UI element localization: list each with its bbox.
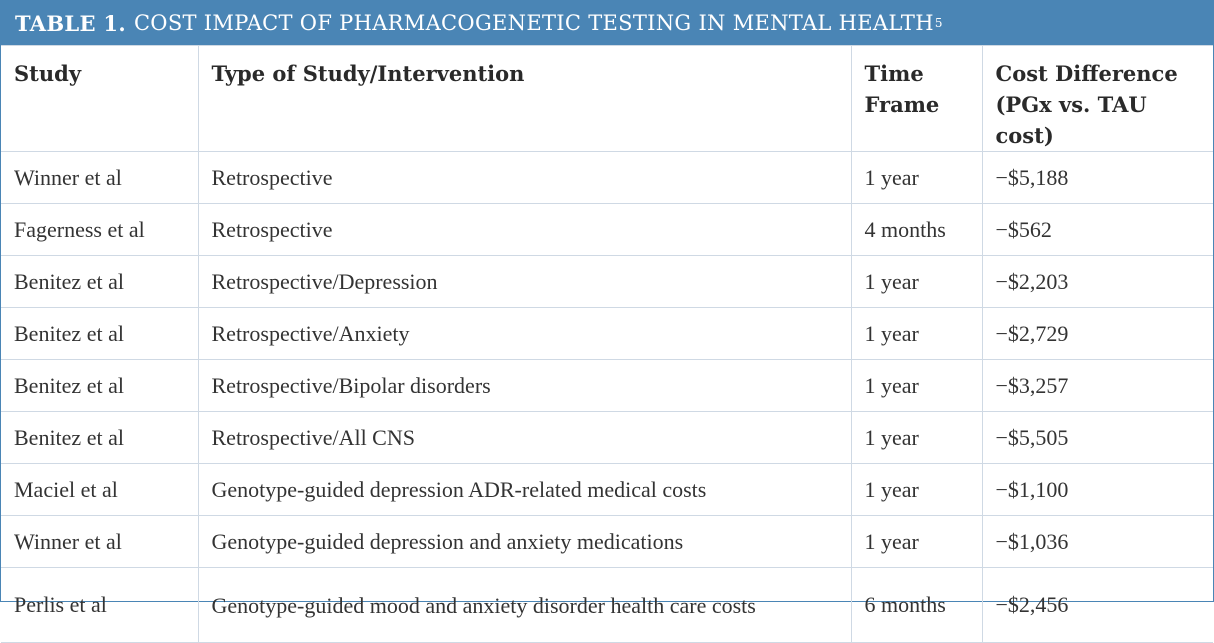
cell-cost: −$2,203 <box>981 255 1213 308</box>
cell-type: Genotype-guided mood and anxiety disorde… <box>197 567 852 643</box>
table-row: Perlis et al Genotype-guided mood and an… <box>1 567 1213 643</box>
table-row: Benitez et al Retrospective/Depression 1… <box>1 255 1213 308</box>
cell-cost: −$5,188 <box>981 151 1213 204</box>
cell-type: Retrospective/Depression <box>197 255 852 308</box>
cell-cost: −$3,257 <box>981 359 1213 412</box>
cell-study: Fagerness et al <box>1 203 199 256</box>
table-row: Maciel et al Genotype-guided depression … <box>1 463 1213 516</box>
cell-cost: −$5,505 <box>981 411 1213 464</box>
cell-study: Benitez et al <box>1 307 199 360</box>
cell-type: Retrospective/All CNS <box>197 411 852 464</box>
table-row: Winner et al Retrospective 1 year −$5,18… <box>1 151 1213 204</box>
table-title-bar: TABLE 1. COST IMPACT OF PHARMACOGENETIC … <box>1 1 1213 45</box>
cell-type: Retrospective <box>197 203 852 256</box>
title-footnote: 5 <box>934 16 943 30</box>
table-number: TABLE 1. <box>15 10 126 36</box>
table-row: Benitez et al Retrospective/Anxiety 1 ye… <box>1 307 1213 360</box>
cell-time: 1 year <box>850 411 983 464</box>
cell-study: Benitez et al <box>1 411 199 464</box>
cell-cost: −$1,036 <box>981 515 1213 568</box>
cell-cost: −$2,729 <box>981 307 1213 360</box>
cost-impact-table: Study Type of Study/Intervention Time Fr… <box>1 45 1213 643</box>
header-study: Study <box>1 45 199 152</box>
cell-type: Retrospective/Anxiety <box>197 307 852 360</box>
cell-time: 1 year <box>850 307 983 360</box>
header-time-frame: Time Frame <box>850 45 983 152</box>
table-row: Fagerness et al Retrospective 4 months −… <box>1 203 1213 256</box>
cell-time: 6 months <box>850 567 983 643</box>
cell-study: Perlis et al <box>1 567 199 643</box>
header-type: Type of Study/Intervention <box>197 45 852 152</box>
cell-study: Maciel et al <box>1 463 199 516</box>
table-title: COST IMPACT OF PHARMACOGENETIC TESTING I… <box>133 11 934 35</box>
table-row: Benitez et al Retrospective/All CNS 1 ye… <box>1 411 1213 464</box>
table-row: Benitez et al Retrospective/Bipolar diso… <box>1 359 1213 412</box>
cell-study: Benitez et al <box>1 359 199 412</box>
cell-time: 1 year <box>850 359 983 412</box>
cell-time: 1 year <box>850 463 983 516</box>
cell-type: Retrospective <box>197 151 852 204</box>
cell-type: Genotype-guided depression and anxiety m… <box>197 515 852 568</box>
table-row: Winner et al Genotype-guided depression … <box>1 515 1213 568</box>
cell-study: Winner et al <box>1 151 199 204</box>
cell-study: Winner et al <box>1 515 199 568</box>
cell-time: 1 year <box>850 151 983 204</box>
cell-cost: −$1,100 <box>981 463 1213 516</box>
header-cost-difference: Cost Difference (PGx vs. TAU cost) <box>981 45 1213 152</box>
cell-cost: −$2,456 <box>981 567 1213 643</box>
cell-type: Retrospective/Bipolar disorders <box>197 359 852 412</box>
cell-cost: −$562 <box>981 203 1213 256</box>
cell-study: Benitez et al <box>1 255 199 308</box>
cell-time: 1 year <box>850 255 983 308</box>
cell-time: 1 year <box>850 515 983 568</box>
cell-time: 4 months <box>850 203 983 256</box>
cell-type: Genotype-guided depression ADR-related m… <box>197 463 852 516</box>
header-row: Study Type of Study/Intervention Time Fr… <box>1 45 1213 152</box>
